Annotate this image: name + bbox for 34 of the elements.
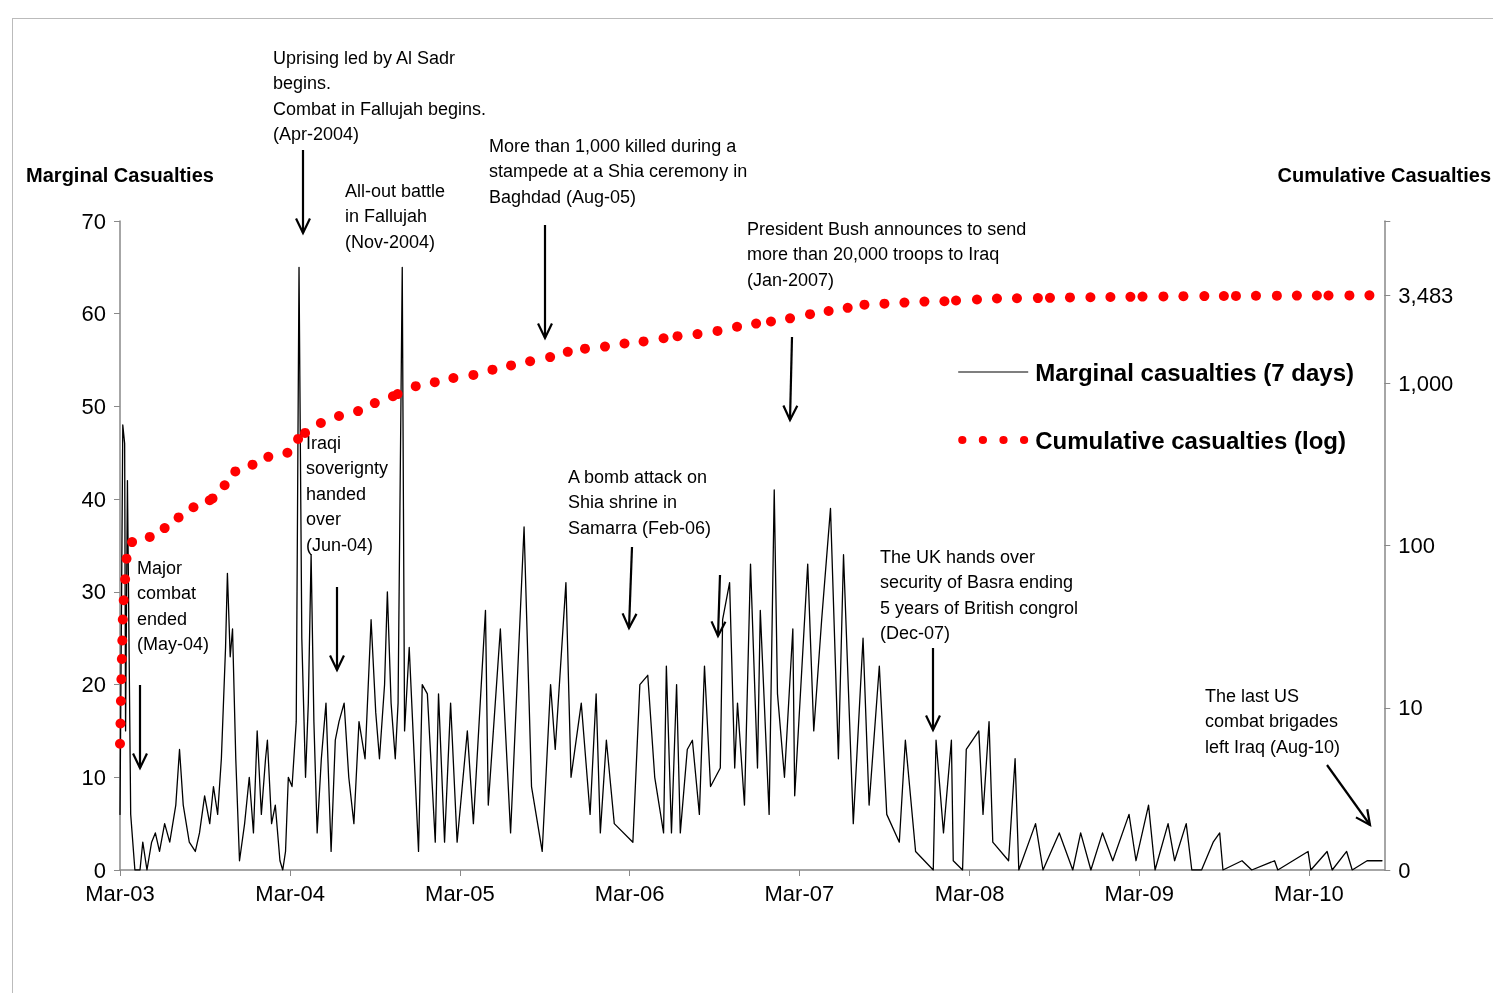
legend-label: Marginal casualties (7 days) — [1035, 358, 1354, 386]
x-tick-label: Mar-05 — [425, 880, 495, 906]
y-tick-label: 40 — [81, 486, 106, 512]
annotation: All-out battle in Fallujah (Nov-2004) — [345, 180, 446, 252]
y-tick-label: 30 — [81, 579, 106, 605]
x-tick-label: Mar-03 — [85, 880, 155, 906]
annotation: A bomb attack on Shia shrine in Samarra (Feb-06) — [568, 466, 712, 538]
annotation: Iraqi soverignty handed over (Jun-04) — [306, 432, 389, 555]
y2-tick-label: 0 — [1398, 857, 1411, 883]
x-tick-label: Mar-08 — [934, 880, 1005, 906]
y-tick-label: 10 — [81, 764, 106, 790]
x-tick-label: Mar-09 — [1104, 880, 1175, 906]
annotation: Major combat ended (May-04) — [137, 557, 210, 655]
y-tick-label: 70 — [81, 208, 106, 234]
x-tick-label: Mar-06 — [594, 880, 665, 906]
y2-axis-title: Cumulative Casualties — [1277, 164, 1492, 186]
y-tick-label: 60 — [81, 301, 106, 327]
y-tick-label: 50 — [81, 393, 106, 419]
annotation: The UK hands over security of Basra ending 5 years of British congrol (Dec-07) — [880, 546, 1079, 644]
x-tick-label: Mar-07 — [764, 880, 835, 906]
y-tick-label: 20 — [81, 672, 106, 698]
annotation: The last US combat brigades left Iraq (Aug-10) — [1205, 685, 1341, 757]
text: Uprising led by Al Sadr begins. Combat in Fallujah begins. (Apr-2004) — [273, 47, 487, 145]
text: More than 1,000 killed during a stampede at a Shia ceremony in Baghdad (Aug-05) — [489, 135, 748, 207]
y-axis-title: Marginal Casualties — [26, 164, 214, 186]
y2-tick-label: 100 — [1398, 533, 1436, 558]
x-tick-label: Mar-04 — [255, 880, 326, 906]
legend-label: Cumulative casualties (log) — [1035, 426, 1346, 454]
y2-tick-label: 3,483 — [1398, 282, 1454, 308]
annotation: President Bush announces to send more than 20,000 troops to Iraq (Jan-2007) — [747, 218, 1027, 290]
y-tick-label: 0 — [93, 857, 106, 883]
x-tick-label: Mar-10 — [1274, 880, 1344, 906]
y2-tick-label: 10 — [1398, 695, 1423, 721]
y2-tick-label: 1,000 — [1398, 370, 1454, 396]
